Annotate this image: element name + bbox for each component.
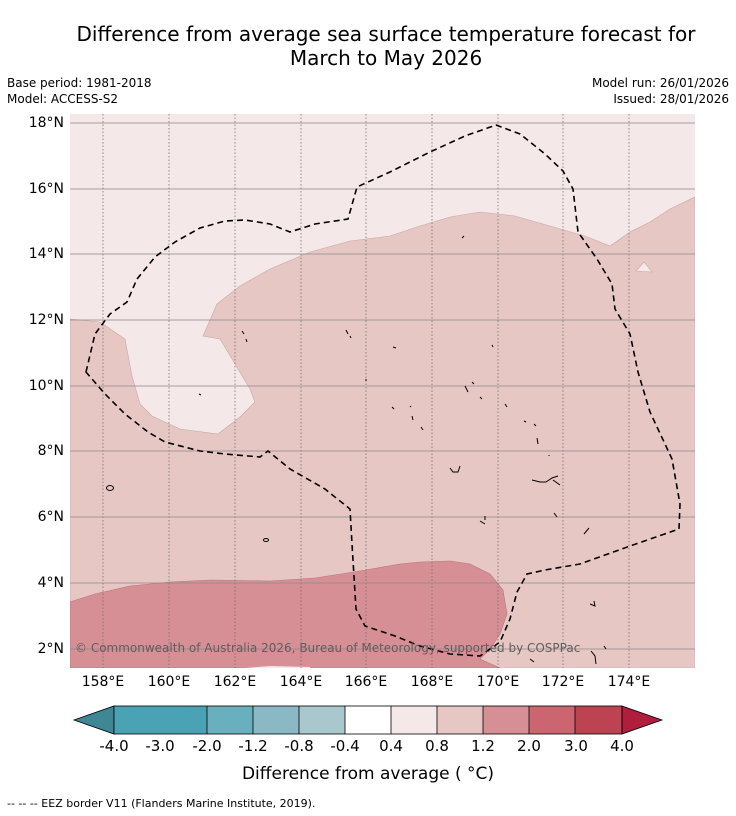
latlines [70, 122, 695, 650]
lon-label: 160°E [147, 674, 191, 690]
colorbar-extend-low [72, 705, 115, 735]
meta-left: Base period: 1981-2018 Model: ACCESS-S2 [7, 75, 152, 107]
colorbar-tick: 3.0 [564, 737, 588, 755]
lat-label: 12°N [28, 312, 64, 328]
colorbar-segment-white [345, 706, 391, 734]
model-name: Model: ACCESS-S2 [7, 92, 119, 106]
lon-label: 162°E [213, 674, 257, 690]
lat-label: 18°N [28, 115, 64, 131]
colorbar-segment [114, 706, 207, 734]
lat-label: 16°N [28, 181, 64, 197]
colorbar-segment [253, 706, 299, 734]
lon-label: 166°E [344, 674, 388, 690]
lat-label: 14°N [28, 246, 64, 262]
colorbar-tick: -4.0 [99, 737, 129, 755]
colorbar-tick: 4.0 [610, 737, 634, 755]
colorbar-segment [207, 706, 253, 734]
issued-date: Issued: 28/01/2026 [613, 92, 729, 106]
lon-label: 164°E [279, 674, 323, 690]
colorbar-tick: -3.0 [145, 737, 175, 755]
lon-label: 170°E [476, 674, 520, 690]
lon-label: 172°E [541, 674, 585, 690]
anomaly-spot [245, 666, 310, 668]
islands [106, 235, 607, 665]
colorbar-segment [529, 706, 575, 734]
colorbar-title: Difference from average ( °C) [0, 764, 736, 784]
forecast-map [70, 114, 695, 668]
colorbar-tick: 0.4 [379, 737, 403, 755]
colorbar-tick: -1.2 [238, 737, 268, 755]
colorbar-segment [391, 706, 437, 734]
lat-label: 8°N [37, 443, 64, 459]
colorbar-segment [483, 706, 529, 734]
colorbar-frame [113, 705, 623, 735]
model-run: Model run: 26/01/2026 [591, 76, 729, 90]
colorbar-tick: 2.0 [517, 737, 541, 755]
eez-border [85, 124, 681, 657]
lat-label: 10°N [28, 378, 64, 394]
colorbar-dividers [206, 706, 576, 734]
colorbar-segment [437, 706, 483, 734]
lon-label: 174°E [607, 674, 651, 690]
anomaly-patch-low [635, 261, 653, 273]
colorbar-segment [299, 706, 345, 734]
colorbar-title-text: Difference from average ( °C) [241, 764, 495, 784]
title-line-1: Difference from average sea surface temp… [76, 22, 696, 46]
map-title: Difference from average sea surface temp… [0, 22, 736, 70]
lat-label: 6°N [37, 509, 64, 525]
colorbar-tick: -0.8 [284, 737, 314, 755]
meta-right: Model run: 26/01/2026 Issued: 28/01/2026 [592, 75, 729, 107]
title-line-2: March to May 2026 [289, 46, 483, 70]
colorbar-extend-high [621, 705, 664, 735]
colorbar-tick: 0.8 [425, 737, 449, 755]
colorbar-segment [575, 706, 622, 734]
colorbar-tick: -2.0 [192, 737, 222, 755]
anomaly-band-high [70, 560, 508, 668]
colorbar-tick: 1.2 [471, 737, 495, 755]
lat-label: 2°N [37, 641, 64, 657]
lat-label: 4°N [37, 575, 64, 591]
colorbar-tick: -0.4 [330, 737, 360, 755]
copyright-watermark: © Commonwealth of Australia 2026, Bureau… [75, 641, 581, 655]
eez-footnote: -- -- -- EEZ border V11 (Flanders Marine… [7, 797, 316, 810]
anomaly-band-mid [70, 196, 695, 668]
base-period: Base period: 1981-2018 [7, 76, 152, 90]
lon-label: 168°E [410, 674, 454, 690]
lon-label: 158°E [81, 674, 125, 690]
colorbar [72, 705, 664, 735]
